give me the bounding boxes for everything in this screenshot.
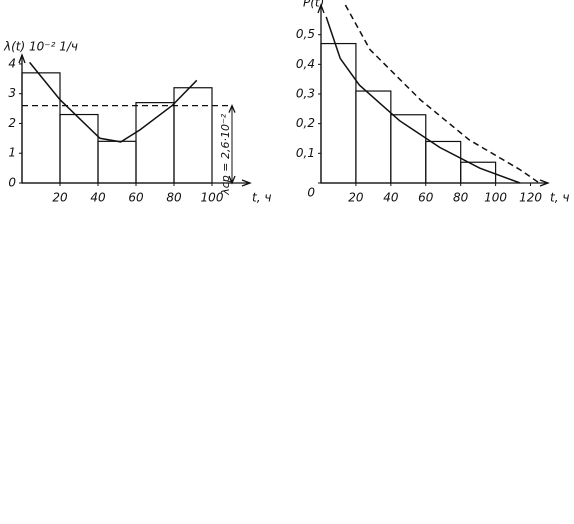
x-tick-label: 60 [128, 191, 144, 205]
y-tick-label: 0 [307, 186, 315, 200]
x-tick-label: 40 [383, 191, 399, 205]
x-tick-label: 100 [201, 191, 224, 205]
arrow [18, 53, 252, 187]
x-axis-label: t, ч [252, 191, 271, 205]
y-axis-label: P(t) [303, 0, 324, 10]
curve [344, 4, 540, 184]
x-tick-label: 80 [453, 191, 469, 205]
curve [325, 16, 521, 184]
x-tick-label: 20 [52, 191, 68, 205]
histogram-bar [320, 42, 357, 184]
histogram-bar [135, 102, 175, 184]
y-tick-label: 0,2 [296, 116, 315, 130]
x-tick-label: 20 [348, 191, 364, 205]
y-axis-label: λ(t) 10⁻² 1/ч [3, 40, 78, 54]
histogram-bar [59, 113, 99, 184]
y-tick-label: 0,1 [296, 146, 315, 160]
x-tick-label: 40 [90, 191, 106, 205]
x-tick-label: 60 [418, 191, 434, 205]
y-tick-label: 2 [8, 116, 16, 130]
histogram-bar [97, 140, 137, 184]
histogram-bar [460, 161, 497, 184]
y-tick-label: 0,5 [296, 27, 315, 41]
histogram-bar [21, 72, 61, 184]
y-tick-label: 3 [8, 86, 16, 100]
histogram-bar [425, 140, 462, 184]
y-tick-label: 0,4 [296, 57, 315, 71]
y-tick-label: 1 [8, 146, 16, 160]
x-tick-label: 80 [166, 191, 182, 205]
y-tick-label: 0,3 [296, 87, 315, 101]
y-tick-label: 4 [8, 56, 16, 70]
mean-label: λср = 2,6·10⁻² [219, 113, 232, 196]
axes [320, 5, 548, 184]
dimension-arrows [228, 103, 236, 185]
histogram-bar [390, 114, 427, 184]
arrow [317, 3, 550, 187]
y-tick-label: 0 [8, 176, 16, 190]
histogram-bar [355, 90, 392, 184]
x-axis-label: t, ч [550, 191, 569, 205]
x-tick-label: 100 [484, 191, 507, 205]
histogram-bar [173, 87, 213, 184]
x-tick-label: 120 [519, 191, 542, 205]
